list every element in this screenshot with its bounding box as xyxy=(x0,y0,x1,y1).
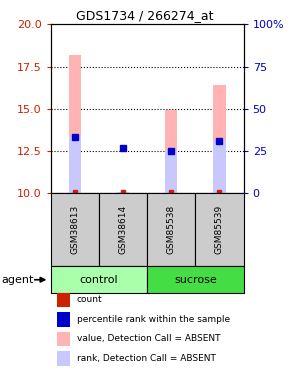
Bar xyxy=(99,193,147,266)
Bar xyxy=(165,110,177,193)
Bar xyxy=(69,55,81,193)
Bar xyxy=(213,85,226,193)
Bar xyxy=(69,138,81,193)
Text: rank, Detection Call = ABSENT: rank, Detection Call = ABSENT xyxy=(77,354,216,363)
Bar xyxy=(117,192,129,193)
Text: agent: agent xyxy=(1,275,34,285)
Bar xyxy=(165,151,177,193)
Bar xyxy=(147,193,195,266)
Bar xyxy=(195,193,244,266)
Text: GSM85538: GSM85538 xyxy=(167,205,176,254)
Text: GSM38614: GSM38614 xyxy=(119,205,128,254)
Text: sucrose: sucrose xyxy=(174,275,217,285)
Text: value, Detection Call = ABSENT: value, Detection Call = ABSENT xyxy=(77,334,220,344)
Text: control: control xyxy=(80,275,118,285)
Bar xyxy=(51,266,147,293)
Text: GDS1734 / 266274_at: GDS1734 / 266274_at xyxy=(76,9,214,22)
Bar xyxy=(51,193,99,266)
Bar xyxy=(147,266,244,293)
Text: percentile rank within the sample: percentile rank within the sample xyxy=(77,315,230,324)
Text: count: count xyxy=(77,296,102,304)
Bar xyxy=(213,141,226,193)
Text: GSM85539: GSM85539 xyxy=(215,205,224,254)
Text: GSM38613: GSM38613 xyxy=(70,205,79,254)
Bar xyxy=(117,192,129,193)
